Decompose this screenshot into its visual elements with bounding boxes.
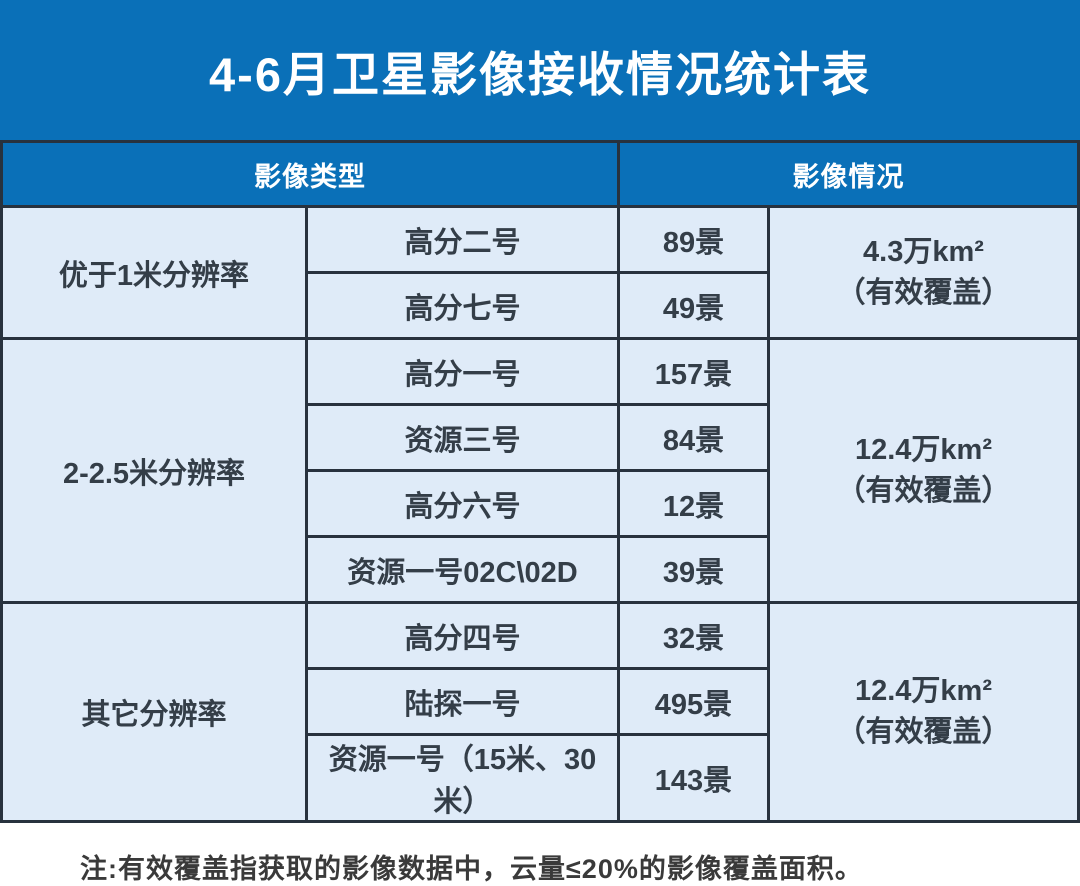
satellite-name-cell: 高分二号 [305, 205, 620, 274]
table-row: 2-2.5米分辨率 高分一号 157景 12.4万km² （有效覆盖） [0, 337, 1080, 604]
table-row: 其它分辨率 高分四号 32景 12.4万km² （有效覆盖） [0, 601, 1080, 823]
resolution-group-cell: 优于1米分辨率 [0, 205, 308, 340]
page-title: 4-6月卫星影像接收情况统计表 [209, 47, 871, 101]
scene-count-cell: 12景 [617, 469, 770, 538]
footnote: 注:有效覆盖指获取的影像数据中，云量≤20%的影像覆盖面积。 [80, 854, 863, 884]
coverage-note: （有效覆盖） [836, 276, 1011, 309]
satellite-name-cell: 高分七号 [305, 271, 620, 340]
satellite-name-cell: 陆探一号 [305, 667, 620, 736]
scene-count-cell: 157景 [617, 337, 770, 406]
satellite-name-cell: 资源一号（15米、30米） [305, 733, 620, 823]
coverage-note: （有效覆盖） [836, 716, 1011, 748]
scene-count-cell: 39景 [617, 535, 770, 604]
coverage-cell: 12.4万km² （有效覆盖） [767, 337, 1080, 604]
scene-count-cell: 495景 [617, 667, 770, 736]
coverage-note: （有效覆盖） [836, 474, 1011, 507]
resolution-group-cell: 2-2.5米分辨率 [0, 337, 308, 604]
coverage-value: 12.4万km² [854, 433, 992, 466]
table-row: 陆探一号 495景 [2, 667, 1079, 736]
scene-count-cell: 143景 [617, 733, 770, 823]
coverage-value: 12.4万km² [854, 675, 992, 708]
satellite-statistics-table: 影像类型 影像情况 优于1米分辨率 高分二号 89景 4.3万km² （有效覆盖… [0, 140, 1080, 823]
scene-count-cell: 49景 [617, 271, 770, 340]
satellite-name-cell: 高分六号 [305, 469, 620, 538]
satellite-name-cell: 资源三号 [305, 403, 620, 472]
satellite-name-cell: 高分四号 [305, 601, 620, 670]
satellite-name-cell: 资源一号02C\02D [305, 535, 620, 604]
scene-count-cell: 32景 [617, 601, 770, 670]
column-header-image-status: 影像情况 [617, 140, 1080, 208]
title-banner: 4-6月卫星影像接收情况统计表 [0, 0, 1080, 140]
header-row: 影像类型 影像情况 [0, 140, 1080, 208]
column-header-image-type: 影像类型 [0, 140, 620, 208]
table-row: 资源一号02C\02D 39景 [2, 535, 1079, 604]
table-row: 高分七号 49景 [2, 271, 1079, 340]
table-row: 优于1米分辨率 高分二号 89景 4.3万km² （有效覆盖） [0, 205, 1080, 340]
scene-count-cell: 84景 [617, 403, 770, 472]
coverage-value: 4.3万km² [863, 235, 984, 268]
table-row: 资源三号 84景 [2, 403, 1079, 472]
coverage-cell: 12.4万km² （有效覆盖） [767, 601, 1080, 823]
scene-count-cell: 89景 [617, 205, 770, 274]
resolution-group-cell: 其它分辨率 [0, 601, 308, 823]
table-row: 资源一号（15米、30米） 143景 [2, 733, 1079, 823]
coverage-cell: 4.3万km² （有效覆盖） [767, 205, 1080, 340]
table-row: 高分六号 12景 [2, 469, 1079, 538]
satellite-name-cell: 高分一号 [305, 337, 620, 406]
